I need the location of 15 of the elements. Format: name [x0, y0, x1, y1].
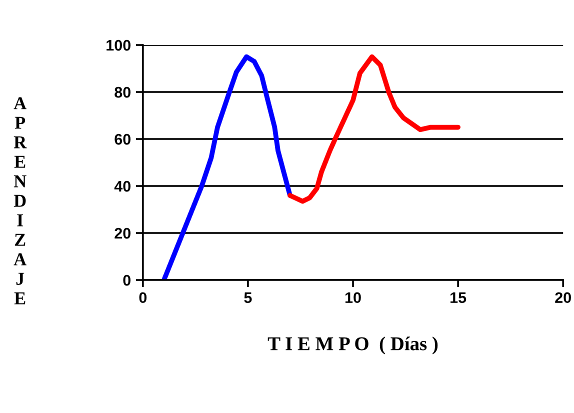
x-axis-title: T I E M P O ( Días ) [268, 336, 438, 354]
y-tick-label: 0 [123, 274, 130, 286]
x-tick-label: 0 [139, 292, 147, 304]
line-series [288, 54, 460, 204]
x-tick-label: 5 [244, 292, 252, 304]
x-tick-label: 15 [450, 292, 466, 304]
y-tick-label: 100 [106, 40, 130, 51]
line-series [162, 54, 292, 280]
x-tick-label: 20 [555, 292, 571, 304]
text: APRENDIZAJE [14, 97, 27, 304]
x-tick-label: 10 [345, 292, 361, 304]
y-tick-label: 80 [114, 86, 130, 98]
y-tick-label: 20 [114, 228, 130, 239]
y-tick-label: 40 [114, 180, 130, 192]
y-tick-label: 60 [114, 134, 130, 145]
